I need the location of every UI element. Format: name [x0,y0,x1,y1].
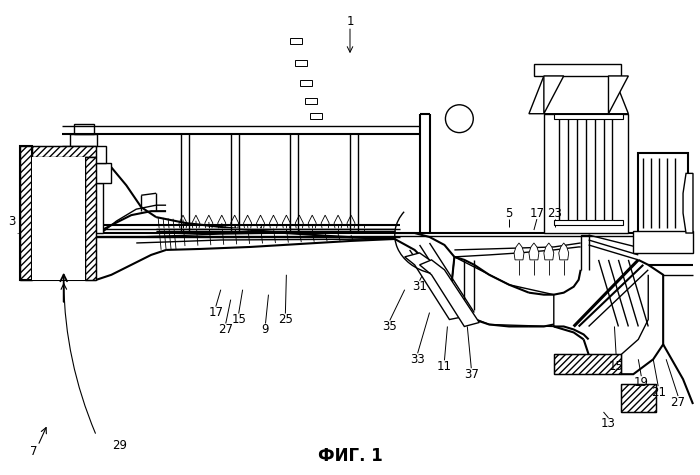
Bar [69,133,97,145]
Text: 25: 25 [278,313,293,326]
Polygon shape [85,158,97,280]
Polygon shape [20,145,32,280]
Bar [622,384,656,412]
Text: 33: 33 [410,353,425,366]
Text: 15: 15 [609,360,624,373]
Bar [57,163,111,183]
Text: 31: 31 [412,280,427,293]
Bar [20,145,32,280]
Text: 23: 23 [547,207,562,219]
Text: 27: 27 [671,396,685,408]
Polygon shape [32,145,97,158]
Polygon shape [449,257,554,326]
Polygon shape [529,243,539,260]
Bar [310,113,322,119]
Text: 13: 13 [601,418,616,430]
Polygon shape [529,76,629,114]
Text: 17: 17 [529,207,545,219]
Bar [554,354,622,374]
Text: 29: 29 [112,439,127,452]
Polygon shape [544,243,554,260]
Bar [534,64,622,76]
Text: 37: 37 [464,368,479,380]
Bar [32,145,97,158]
Bar [64,183,104,233]
Bar [554,220,624,225]
Bar [544,114,629,233]
Text: 17: 17 [209,306,223,319]
Bar [74,124,94,133]
Text: 27: 27 [218,323,233,336]
Bar [638,153,688,233]
Text: 9: 9 [262,323,270,336]
Polygon shape [544,76,564,114]
Bar [634,231,693,253]
Bar [32,158,85,280]
Bar [554,114,624,119]
Text: 35: 35 [382,320,397,333]
Text: 5: 5 [505,207,513,219]
Text: 21: 21 [651,386,666,399]
Bar [300,80,312,86]
Bar [290,38,302,44]
Bar [62,145,106,163]
Bar [295,60,307,66]
Polygon shape [608,76,629,114]
Text: 11: 11 [437,360,452,373]
Polygon shape [559,243,568,260]
Text: 19: 19 [634,376,649,389]
Polygon shape [514,243,524,260]
Text: 3: 3 [8,215,15,228]
Polygon shape [419,260,480,326]
Text: ФИГ. 1: ФИГ. 1 [318,446,382,465]
Text: 7: 7 [30,445,38,458]
Circle shape [445,105,473,133]
Bar [305,98,317,104]
Text: 1: 1 [346,15,354,28]
Polygon shape [683,173,693,233]
Bar [85,158,97,280]
Polygon shape [405,253,464,320]
Bar [622,384,656,412]
Text: 15: 15 [231,313,246,326]
Bar [554,354,622,374]
